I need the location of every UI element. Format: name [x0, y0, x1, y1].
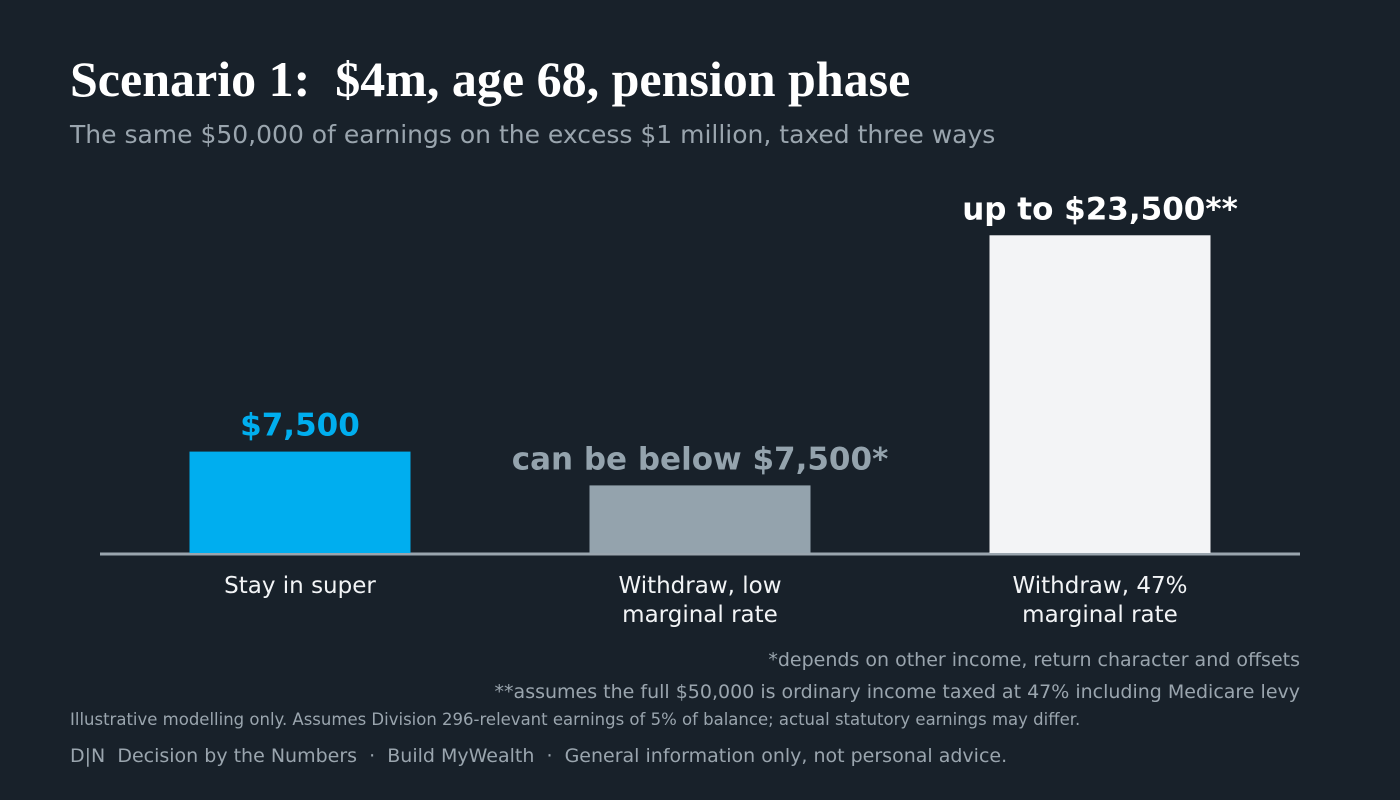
bar: [589, 485, 811, 553]
bar: [989, 235, 1211, 553]
value-label: $7,500: [240, 408, 360, 444]
disclaimer: Illustrative modelling only. Assumes Div…: [70, 710, 1081, 729]
footnote: **assumes the full $50,000 is ordinary i…: [494, 681, 1300, 703]
x-tick-label: Withdraw, low marginal rate: [618, 573, 782, 628]
bar: [189, 451, 411, 553]
x-tick-label: Withdraw, 47% marginal rate: [1012, 573, 1188, 628]
footnote: *depends on other income, return charact…: [768, 649, 1300, 671]
value-label: can be below $7,500*: [512, 441, 889, 477]
footer: D|N Decision by the Numbers · Build MyWe…: [70, 745, 1008, 767]
chart-subtitle: The same $50,000 of earnings on the exce…: [70, 120, 996, 149]
value-label: up to $23,500**: [962, 191, 1238, 227]
chart-title: Scenario 1: $4m, age 68, pension phase: [70, 51, 911, 107]
x-tick-label: Stay in super: [224, 573, 376, 599]
